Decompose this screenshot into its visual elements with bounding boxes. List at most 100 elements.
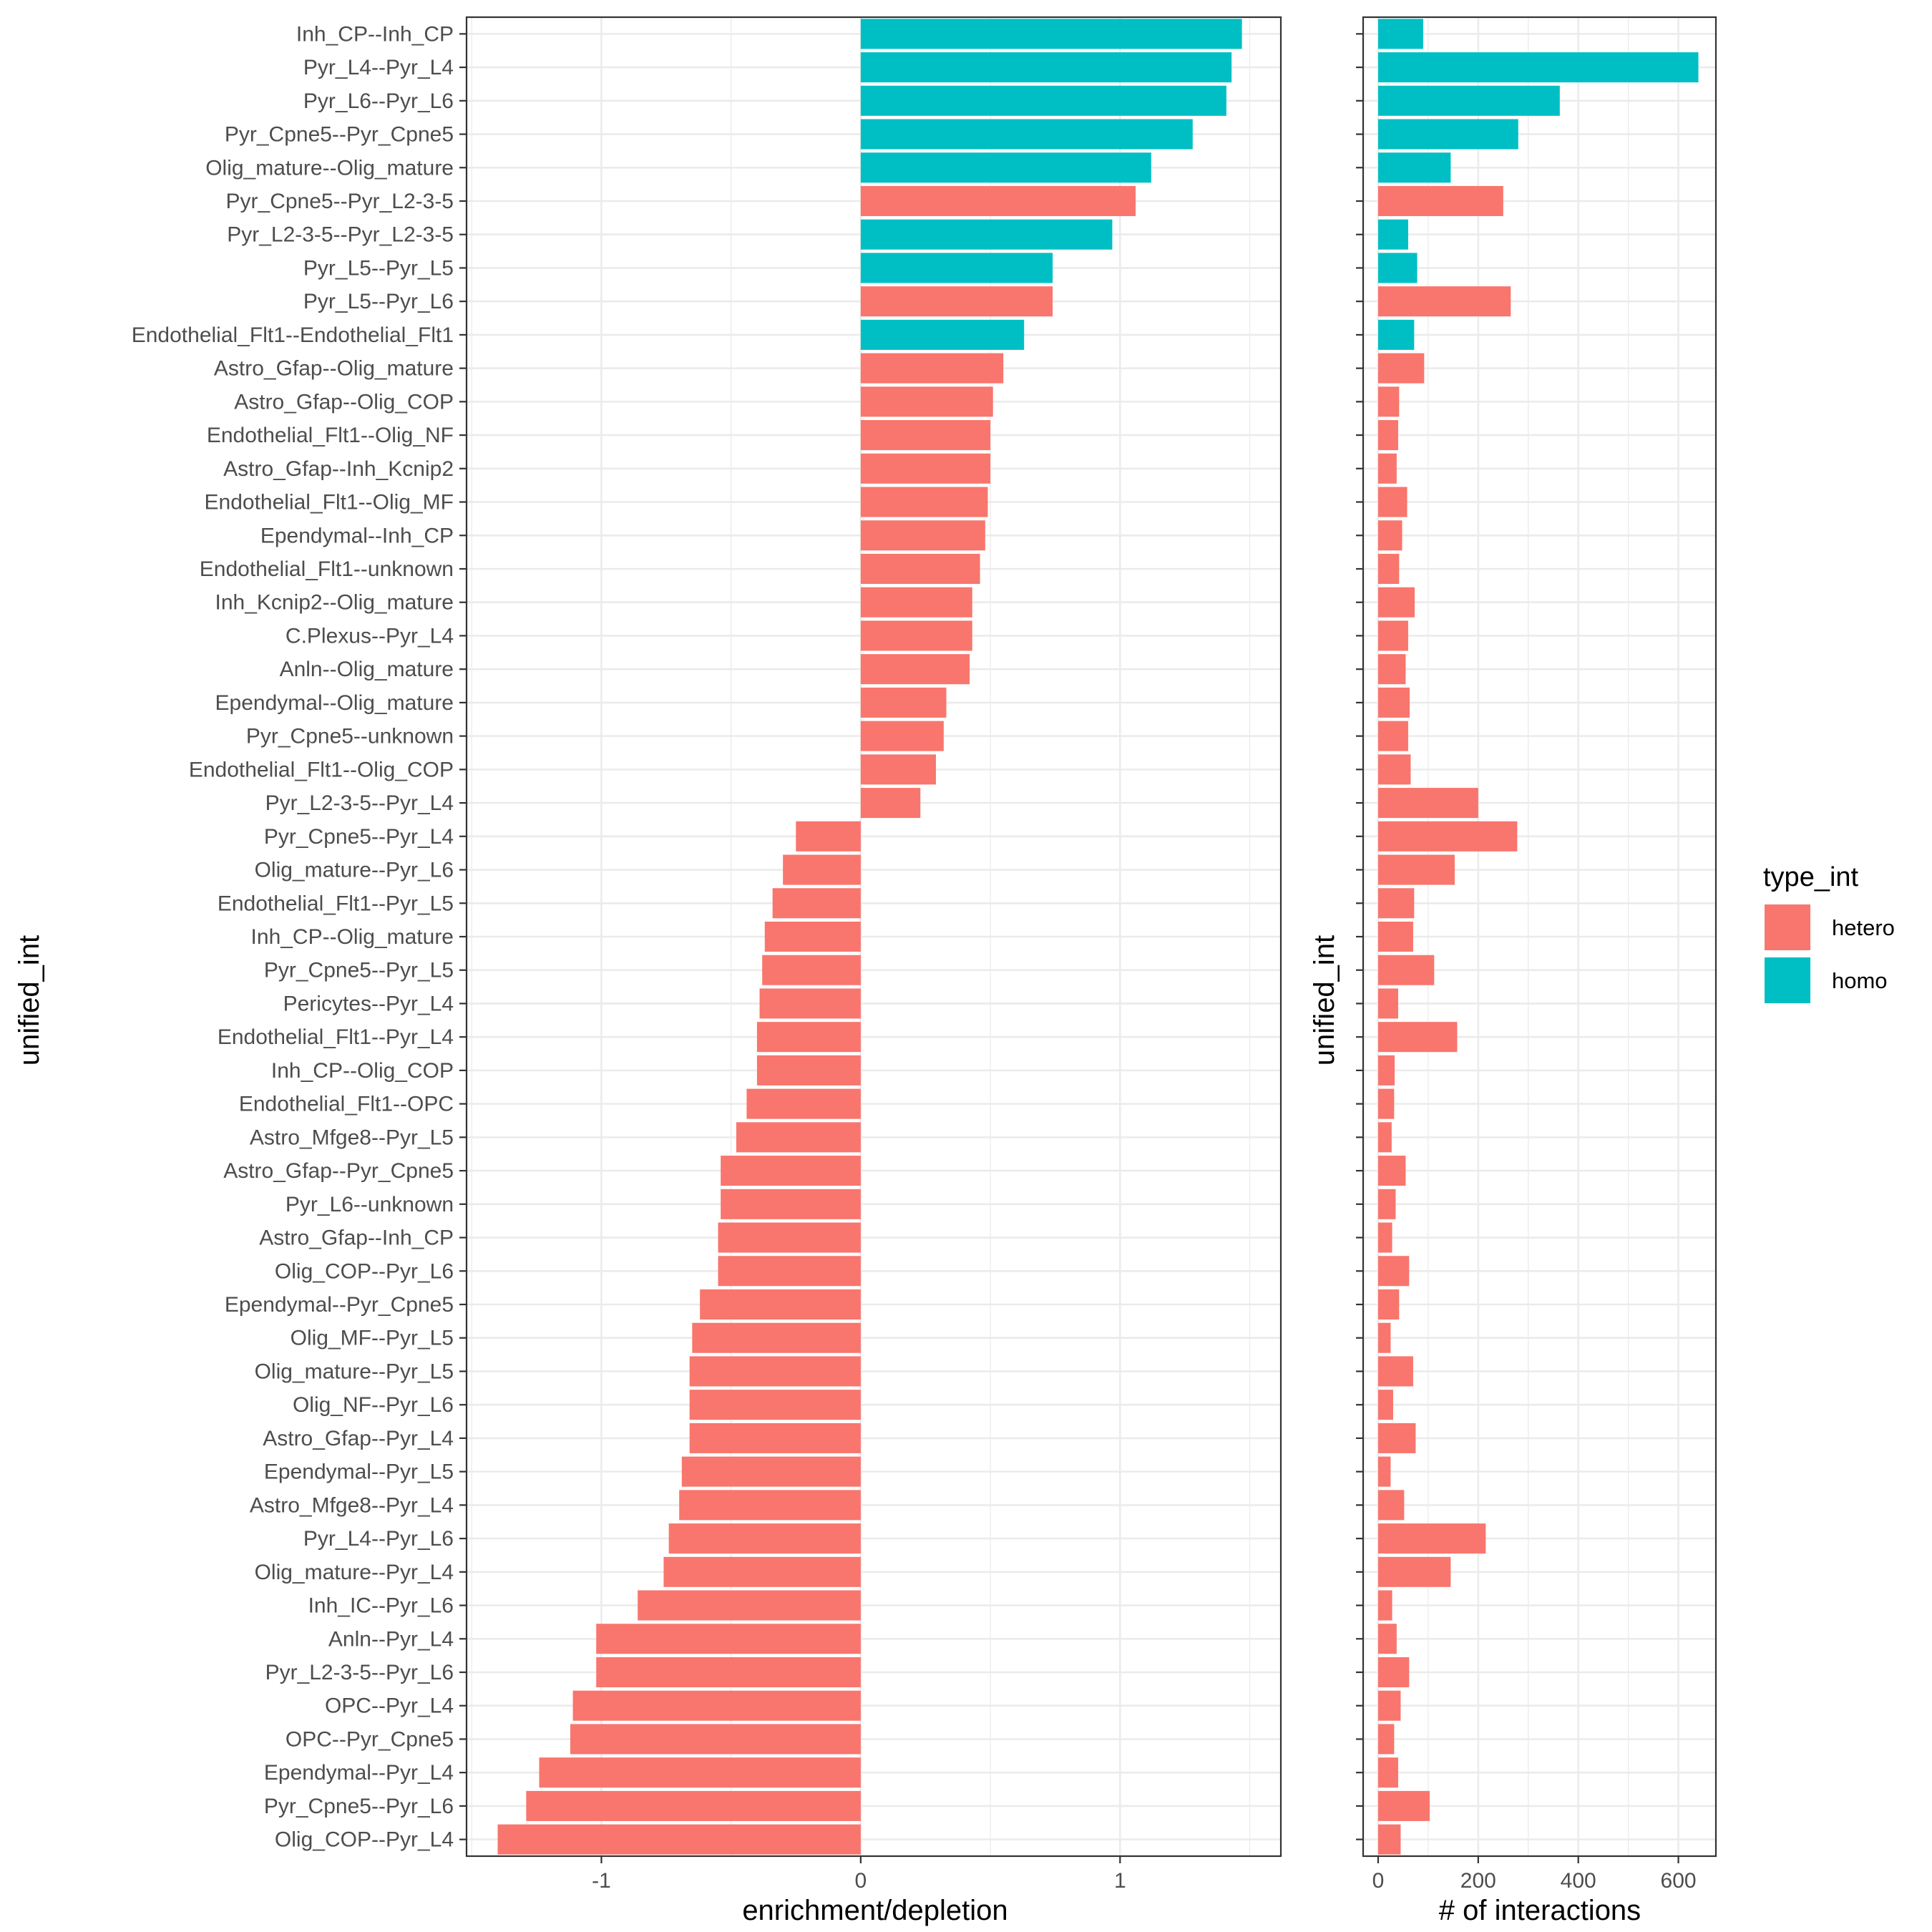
enrichment-bar bbox=[596, 1657, 861, 1688]
interactions-bar bbox=[1377, 1322, 1391, 1353]
enrichment-bar bbox=[860, 319, 1025, 350]
interactions-bar bbox=[1377, 152, 1451, 183]
interactions-bar bbox=[1377, 1423, 1416, 1453]
interactions-bar bbox=[1377, 721, 1408, 751]
interactions-bar bbox=[1377, 52, 1699, 83]
enrichment-bar bbox=[860, 185, 1136, 217]
interactions-bar bbox=[1377, 85, 1560, 116]
interactions-bar bbox=[1377, 1088, 1395, 1119]
enrichment-bar bbox=[663, 1556, 861, 1587]
y-tick-label: Olig_mature--Pyr_L4 bbox=[255, 1561, 454, 1584]
interactions-bar bbox=[1377, 353, 1425, 384]
enrichment-bar bbox=[860, 754, 936, 785]
interactions-bar bbox=[1377, 788, 1478, 819]
enrichment-bar bbox=[860, 788, 921, 819]
interactions-x-ticks: 0 200 400 600 bbox=[1372, 1856, 1697, 1893]
enrichment-bar bbox=[718, 1222, 861, 1253]
enrichment-bar bbox=[860, 85, 1226, 116]
interactions-bar bbox=[1377, 654, 1406, 685]
interactions-bar bbox=[1377, 420, 1398, 451]
interactions-bar bbox=[1377, 1690, 1401, 1721]
y-tick-label: Anln--Olig_mature bbox=[280, 658, 454, 681]
interactions-panel: 0 200 400 600 bbox=[1356, 16, 1717, 1893]
interactions-bar bbox=[1377, 587, 1415, 618]
y-tick-label: Pyr_L4--Pyr_L4 bbox=[303, 56, 454, 79]
y-tick-label: Astro_Gfap--Inh_Kcnip2 bbox=[223, 457, 454, 481]
interactions-bar bbox=[1377, 1757, 1398, 1788]
y-tick-label: Olig_mature--Pyr_L5 bbox=[255, 1360, 454, 1383]
y-tick-label: OPC--Pyr_Cpne5 bbox=[286, 1727, 454, 1751]
enrichment-bar bbox=[860, 520, 985, 551]
interactions-bar bbox=[1377, 921, 1413, 952]
y-tick-label: Olig_NF--Pyr_L6 bbox=[293, 1393, 454, 1417]
y-tick-label: Pyr_L4--Pyr_L6 bbox=[303, 1527, 454, 1551]
y-tick-label: Endothelial_Flt1--OPC bbox=[239, 1093, 454, 1116]
y-tick-label: Inh_CP--Olig_mature bbox=[251, 925, 454, 949]
y-tick-label: Anln--Pyr_L4 bbox=[328, 1627, 454, 1651]
y-tick-label: Astro_Mfge8--Pyr_L5 bbox=[250, 1126, 454, 1149]
interactions-bar bbox=[1377, 1356, 1413, 1387]
enrichment-bar bbox=[689, 1390, 861, 1420]
y-tick-label: Pyr_L6--Pyr_L6 bbox=[303, 89, 454, 113]
y-tick-label: Endothelial_Flt1--Olig_COP bbox=[189, 758, 454, 781]
enrichment-bar bbox=[596, 1624, 861, 1654]
y-tick-label: Pyr_Cpne5--Pyr_L4 bbox=[264, 825, 454, 849]
interactions-x-tick-label: 0 bbox=[1372, 1869, 1385, 1893]
interactions-bar bbox=[1377, 553, 1400, 585]
y-tick-label: Astro_Gfap--Inh_CP bbox=[259, 1226, 454, 1250]
interactions-bar bbox=[1377, 687, 1410, 718]
interactions-bar bbox=[1377, 1456, 1391, 1487]
enrichment-bar bbox=[860, 19, 1242, 49]
interactions-bar bbox=[1377, 888, 1415, 919]
left-y-axis-title: unified_int bbox=[14, 935, 45, 1065]
enrichment-bar bbox=[746, 1088, 861, 1119]
enrichment-panel: Inh_CP--Inh_CP Pyr_L4--Pyr_L4 Pyr_L6--Pyr_… bbox=[132, 16, 1282, 1893]
y-tick-label: Astro_Gfap--Olig_COP bbox=[234, 390, 454, 414]
interactions-x-tick-label: 200 bbox=[1460, 1869, 1496, 1893]
y-tick-label: Olig_mature--Pyr_L6 bbox=[255, 859, 454, 882]
y-tick-label: Inh_CP--Olig_COP bbox=[271, 1059, 454, 1083]
interactions-bar bbox=[1377, 1624, 1397, 1654]
y-tick-label: Pyr_Cpne5--Pyr_L6 bbox=[264, 1795, 454, 1818]
interactions-bar bbox=[1377, 219, 1408, 250]
y-tick-label: Inh_Kcnip2--Olig_mature bbox=[215, 591, 454, 615]
interactions-bar bbox=[1377, 453, 1397, 484]
interactions-bar bbox=[1377, 1156, 1406, 1186]
enrichment-bar bbox=[860, 52, 1232, 83]
enrichment-bar bbox=[721, 1189, 861, 1219]
interactions-bar bbox=[1377, 1657, 1410, 1688]
enrichment-bar bbox=[681, 1456, 861, 1487]
y-tick-label: Ependymal--Pyr_L4 bbox=[264, 1761, 454, 1785]
enrichment-bar bbox=[497, 1824, 861, 1855]
y-tick-label: Pyr_L5--Pyr_L6 bbox=[303, 290, 454, 313]
y-tick-label: Pyr_Cpne5--Pyr_L2-3-5 bbox=[226, 190, 454, 213]
interactions-bars bbox=[1377, 19, 1699, 1855]
y-tick-label: C.Plexus--Pyr_L4 bbox=[286, 624, 454, 648]
enrichment-bar bbox=[860, 453, 991, 484]
enrichment-bar bbox=[638, 1590, 861, 1621]
y-tick-label: Ependymal--Pyr_L5 bbox=[264, 1460, 454, 1484]
enrichment-bar bbox=[539, 1757, 861, 1788]
enrichment-bar bbox=[796, 821, 861, 852]
enrichment-y-ticks: Inh_CP--Inh_CP Pyr_L4--Pyr_L4 Pyr_L6--Pyr_… bbox=[132, 22, 467, 1852]
interactions-bar bbox=[1377, 1523, 1486, 1554]
y-tick-label: Endothelial_Flt1--unknown bbox=[200, 557, 454, 581]
enrichment-bar bbox=[572, 1690, 861, 1721]
enrichment-x-tick-label: 0 bbox=[855, 1869, 867, 1893]
legend: type_int hetero homo bbox=[1763, 862, 1895, 1003]
left-x-axis-title: enrichment/depletion bbox=[742, 1895, 1008, 1926]
legend-label-hetero: hetero bbox=[1832, 915, 1895, 940]
y-tick-label: Olig_mature--Olig_mature bbox=[205, 156, 454, 180]
right-y-axis-title: unified_int bbox=[1309, 935, 1340, 1065]
interactions-bar bbox=[1377, 487, 1407, 517]
interactions-bar bbox=[1377, 1022, 1458, 1053]
enrichment-bar bbox=[860, 587, 972, 618]
enrichment-bar bbox=[860, 721, 944, 751]
legend-title: type_int bbox=[1763, 862, 1859, 892]
interactions-x-tick-label: 600 bbox=[1661, 1869, 1697, 1893]
y-tick-label: Pericytes--Pyr_L4 bbox=[283, 992, 454, 1015]
enrichment-bar bbox=[783, 854, 861, 885]
y-tick-label: Pyr_Cpne5--Pyr_L5 bbox=[264, 959, 454, 982]
y-tick-label: Ependymal--Pyr_Cpne5 bbox=[225, 1293, 454, 1317]
